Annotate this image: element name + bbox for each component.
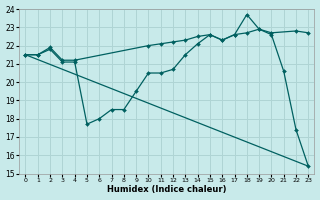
- X-axis label: Humidex (Indice chaleur): Humidex (Indice chaleur): [107, 185, 227, 194]
